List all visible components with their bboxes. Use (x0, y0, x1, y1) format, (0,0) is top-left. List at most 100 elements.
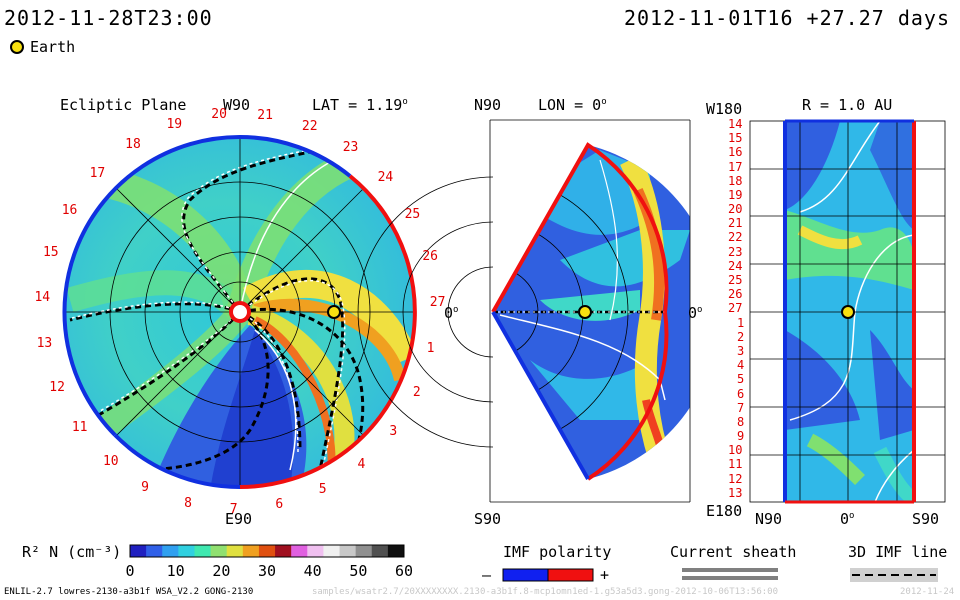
radial-row-label: 17 (728, 159, 743, 174)
colorbar-segment (194, 545, 212, 557)
current-sheath-swatch (682, 568, 778, 580)
meridional-bottom-label: S90 (474, 510, 502, 528)
colorbar-segment (275, 545, 292, 557)
imf-plus-label: + (600, 566, 610, 584)
ecliptic-tick-label: 13 (36, 336, 53, 352)
colorbar-tick-label: 0 (125, 562, 135, 580)
colorbar-tick-label: 30 (258, 562, 277, 580)
colorbar-segment (178, 545, 195, 557)
colorbar-segment (226, 545, 244, 557)
radial-row-label: 25 (728, 273, 743, 288)
earth-marker-radial (841, 305, 855, 319)
path-footer: samples/wsatr2.7/20XXXXXXXX.2130-a3b1f.8… (312, 587, 778, 597)
ecliptic-tick-label: 21 (257, 107, 273, 123)
ecliptic-tick-label: 27 (429, 294, 446, 310)
radial-row-label: 5 (737, 372, 745, 387)
radial-row-label: 26 (728, 287, 743, 302)
ecliptic-tick-label: 16 (61, 203, 78, 218)
ecliptic-lat-label: LAT = 1.19o (312, 96, 408, 114)
colorbar-segment (210, 545, 228, 557)
colorbar-segment (258, 545, 276, 557)
ecliptic-tick-label: 24 (377, 169, 394, 185)
colorbar-tick-label: 40 (303, 562, 322, 580)
ecliptic-tick-label: 14 (34, 290, 51, 306)
meridional-lon-label: LON = 0o (538, 96, 607, 114)
ecliptic-tick-label: 3 (389, 424, 398, 440)
radial-row-label: 15 (728, 131, 743, 146)
colorbar-segment (355, 545, 373, 557)
radial-row-label: 12 (728, 471, 743, 486)
earth-marker-ecliptic (327, 305, 341, 319)
radial-title: R = 1.0 AU (802, 96, 893, 114)
ecliptic-tick-label: 23 (342, 139, 359, 155)
ecliptic-tick-label: 2 (412, 384, 421, 400)
imf-line-swatch (850, 568, 938, 582)
radial-bottom-left: E180 (706, 502, 743, 520)
ecliptic-tick-label: 17 (89, 166, 106, 182)
date-footer: 2012-11-24 (900, 587, 955, 597)
ecliptic-tick-label: 19 (166, 117, 183, 133)
radial-plot (749, 119, 946, 504)
ecliptic-tick-label: 15 (42, 245, 59, 260)
colorbar-segment (323, 545, 341, 557)
colorbar-segment (307, 545, 324, 557)
radial-row-label: 24 (728, 258, 743, 273)
ecliptic-right-label: 0o (444, 304, 459, 322)
ecliptic-tick-label: 22 (301, 118, 318, 134)
ecliptic-tick-label: 1 (426, 340, 435, 356)
ecliptic-tick-label: 25 (404, 207, 421, 222)
colorbar-tick-label: 50 (349, 562, 368, 580)
colorbar (129, 544, 405, 558)
ecliptic-bottom-label: E90 (225, 510, 253, 528)
colorbar-segment (130, 545, 147, 557)
ecliptic-plot (62, 134, 417, 490)
colorbar-segment (339, 545, 357, 557)
radial-row-label: 6 (737, 386, 745, 401)
colorbar-segment (242, 545, 260, 557)
radial-row-label: 10 (728, 443, 743, 458)
current-time: 2012-11-28T23:00 (4, 6, 213, 30)
radial-row-label: 3 (737, 343, 745, 358)
colorbar-segment (162, 545, 179, 557)
radial-row-label: 4 (737, 358, 745, 373)
earth-legend-label: Earth (30, 38, 76, 56)
ecliptic-tick-label: 9 (141, 479, 149, 495)
ecliptic-tick-label: 11 (71, 420, 88, 436)
ecliptic-tick-label: 10 (102, 454, 119, 470)
imf-polarity-label: IMF polarity (503, 543, 612, 561)
colorbar-tick-label: 60 (395, 562, 414, 580)
radial-top-left: W180 (706, 100, 743, 118)
radial-x-right: S90 (912, 510, 940, 528)
earth-marker-meridional (578, 305, 592, 319)
meridional-right-label: 0o (688, 304, 703, 322)
radial-row-label: 8 (737, 414, 745, 429)
reference-time: 2012-11-01T16 +27.27 days (623, 6, 950, 30)
ecliptic-tick-label: 18 (125, 137, 141, 153)
radial-row-label: 14 (728, 117, 743, 131)
radial-row-label: 20 (728, 202, 743, 217)
ecliptic-top-label: W90 (223, 96, 251, 114)
radial-row-label: 9 (737, 429, 745, 444)
radial-row-label: 21 (728, 216, 743, 231)
radial-row-label: 13 (728, 485, 743, 500)
imf-line-label: 3D IMF line (848, 543, 948, 561)
ecliptic-tick-label: 4 (357, 457, 366, 473)
radial-x-mid: 0o (840, 510, 855, 528)
radial-row-label: 11 (728, 457, 743, 472)
colorbar-segment (146, 545, 163, 557)
radial-row-label: 2 (737, 329, 745, 344)
radial-row-label: 18 (728, 173, 743, 188)
ecliptic-tick-label: 5 (318, 481, 327, 497)
ecliptic-tick-label: 26 (422, 249, 438, 265)
imf-minus-label: – (482, 566, 492, 584)
colorbar-segment (387, 545, 405, 557)
ecliptic-tick-label: 7 (229, 501, 238, 517)
radial-x-left: N90 (755, 510, 783, 528)
radial-row-label: 27 (728, 301, 743, 316)
radial-row-label: 16 (728, 145, 743, 160)
ecliptic-tick-label: 6 (275, 497, 284, 513)
radial-row-label: 19 (728, 187, 743, 202)
radial-row-label: 7 (737, 400, 745, 415)
ecliptic-title: Ecliptic Plane (60, 96, 187, 114)
